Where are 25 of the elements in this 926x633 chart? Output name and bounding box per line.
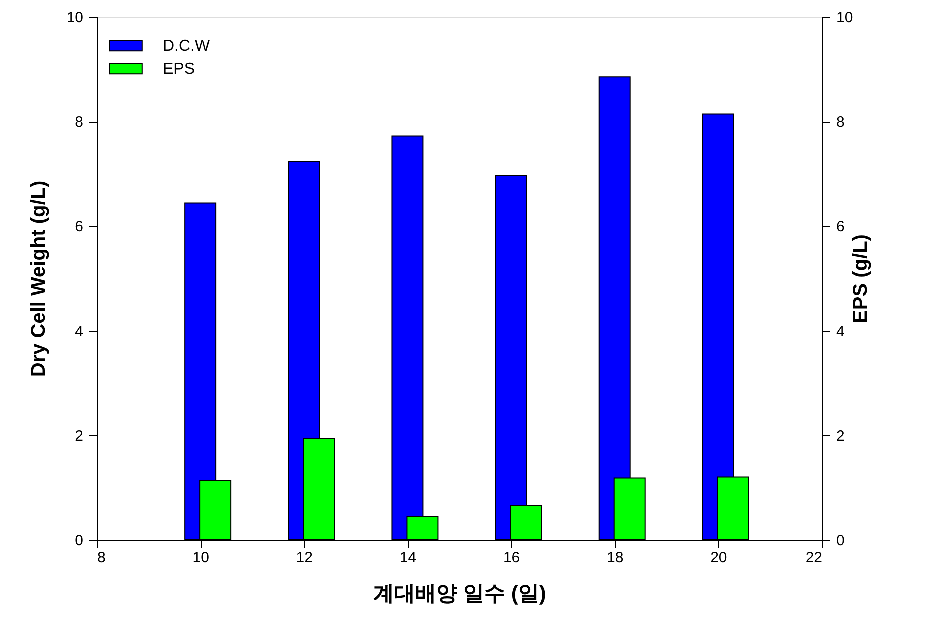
x-axis-title: 계대배양 일수 (일) bbox=[374, 582, 546, 606]
x-tick-label: 20 bbox=[710, 550, 728, 566]
y2-tick-label: 8 bbox=[836, 114, 845, 132]
x-tick-label: 18 bbox=[607, 550, 624, 566]
x-tick-label: 10 bbox=[192, 550, 210, 566]
y2-tick-label: 2 bbox=[836, 428, 845, 445]
y2-tick-label: 10 bbox=[836, 10, 854, 26]
x-tick-label: 16 bbox=[503, 550, 520, 566]
y2-tick-label: 0 bbox=[836, 532, 845, 550]
y-tick-label: 8 bbox=[75, 114, 84, 132]
x-tick-label: 14 bbox=[400, 550, 417, 566]
y-tick-label: 2 bbox=[75, 428, 84, 445]
y2-tick-label: 4 bbox=[836, 323, 845, 340]
y2-tick-label: 6 bbox=[836, 218, 845, 236]
x-tick-label: 12 bbox=[296, 550, 313, 566]
y-axis-title: Dry Cell Weight (g/L) bbox=[28, 180, 50, 378]
legend-label: EPS bbox=[163, 61, 196, 78]
y-tick-label: 4 bbox=[75, 323, 84, 340]
y2-axis-title: EPS (g/L) bbox=[850, 234, 872, 324]
legend-label: D.C.W bbox=[163, 38, 211, 55]
x-tick-label: 22 bbox=[806, 550, 822, 566]
y-tick-label: 6 bbox=[75, 218, 84, 236]
y-tick-label: 10 bbox=[66, 10, 84, 26]
x-tick-label: 8 bbox=[98, 550, 106, 566]
y-tick-label: 0 bbox=[75, 532, 84, 550]
